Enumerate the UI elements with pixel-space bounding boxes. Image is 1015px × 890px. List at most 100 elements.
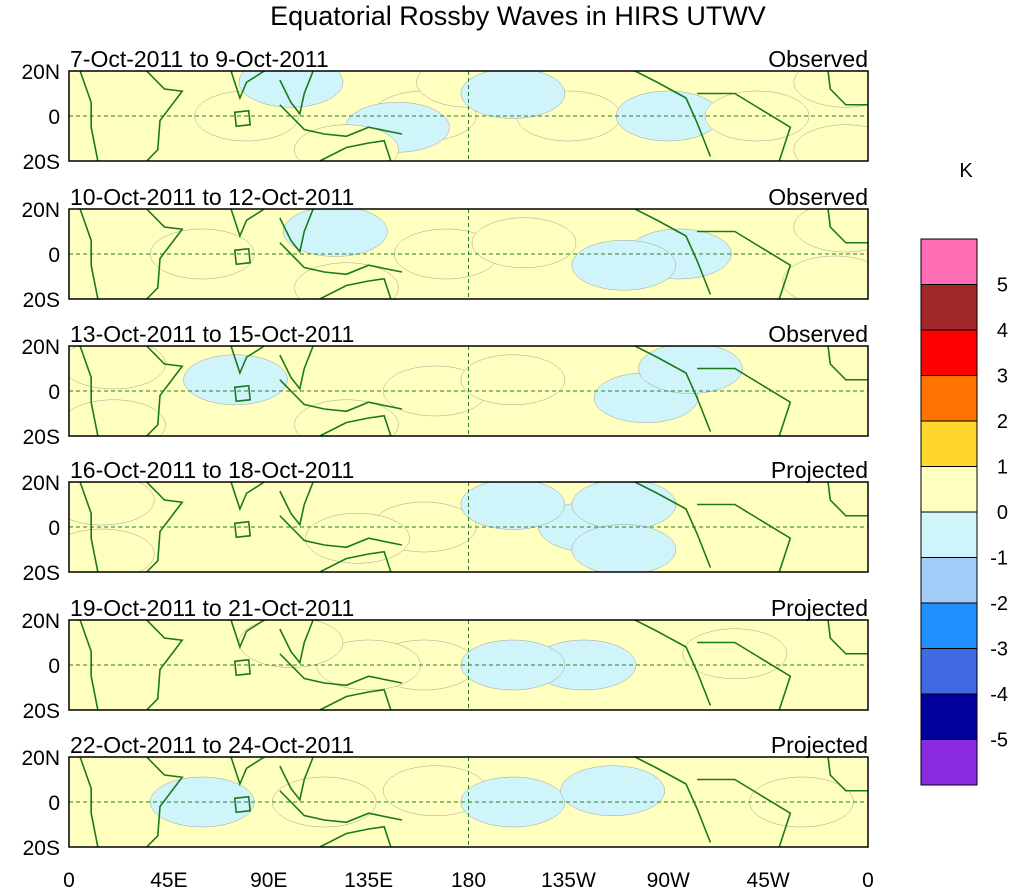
anomaly-contour	[682, 628, 788, 679]
y-tick-label: 20N	[21, 61, 60, 84]
anomaly-contour	[571, 524, 677, 572]
coastline-path	[230, 757, 265, 787]
colorbar-level-label: 5	[997, 275, 1008, 297]
y-tick-label: 0	[48, 244, 60, 267]
coastline-path	[827, 757, 868, 792]
coastline-path	[634, 620, 712, 706]
anomaly-contour	[69, 399, 166, 436]
coastline-path	[79, 209, 99, 299]
colorbar-swatch	[920, 602, 978, 649]
coastline-path	[634, 346, 712, 432]
colorbar-level-label: 1	[997, 457, 1008, 479]
coastline-path	[827, 482, 868, 517]
anomaly-contour	[471, 217, 577, 268]
colorbar-swatch	[920, 648, 978, 695]
x-axis: 0 45E 90E 135E 180 135W 90W 45W 0	[63, 869, 874, 890]
coastline-path	[279, 653, 403, 687]
colorbar: K 5 4 3 2 1 0 -1 -2 -3 -4 -5	[920, 160, 1008, 786]
coastline-path	[279, 104, 403, 138]
panel-date-range: 22-Oct-2011 to 24-Oct-2011	[70, 732, 354, 758]
colorbar-swatch	[920, 557, 978, 604]
coastlines	[79, 482, 868, 572]
y-tick-label: 20S	[23, 289, 60, 312]
colorbar-units: K	[959, 160, 973, 182]
y-tick-label: 0	[48, 655, 60, 678]
colorbar-swatch	[920, 511, 978, 558]
coastlines	[79, 346, 868, 436]
colorbar-swatch	[920, 420, 978, 467]
anomaly-contour	[460, 354, 566, 405]
panel-5: 19-Oct-2011 to 21-Oct-2011 Projected 20N 0 2…	[21, 595, 869, 723]
reference-box	[233, 384, 252, 403]
colorbar-swatch	[920, 238, 978, 285]
coastline-path	[146, 482, 184, 572]
reference-box	[233, 520, 252, 539]
panel-6: 22-Oct-2011 to 24-Oct-2011 Projected 20N 0 2…	[21, 732, 869, 860]
coastline-path	[697, 230, 792, 299]
colorbar-swatch	[920, 375, 978, 422]
coastline-path	[279, 346, 314, 391]
y-tick-label: 20S	[23, 151, 60, 174]
y-tick-label: 20N	[21, 610, 60, 633]
coastline-path	[634, 71, 712, 157]
anomaly-contour	[238, 71, 344, 108]
coastline-path	[827, 209, 868, 244]
coastline-path	[319, 688, 392, 710]
anomaly-contour	[638, 346, 743, 394]
coastline-path	[79, 346, 99, 436]
panel-label: Observed	[768, 184, 868, 210]
anomaly-contour	[782, 255, 868, 299]
reference-box	[233, 247, 252, 266]
coastline-path	[697, 503, 792, 572]
coastline-path	[279, 620, 314, 665]
y-tick-label: 20S	[23, 700, 60, 723]
panel-2: 10-Oct-2011 to 12-Oct-2011 Observed 20N 0 20…	[21, 184, 869, 312]
x-tick-label: 0	[63, 869, 75, 890]
coastline-path	[146, 346, 184, 436]
colorbar-swatch	[920, 693, 978, 740]
x-tick-label: 90W	[647, 869, 690, 890]
reference-box	[233, 658, 252, 677]
panel-label: Projected	[771, 732, 868, 758]
anomaly-contour	[460, 71, 566, 119]
coastline-path	[697, 367, 792, 436]
anomaly-contour	[294, 262, 399, 299]
colorbar-level-label: 4	[997, 320, 1008, 342]
coastline-path	[279, 790, 403, 824]
coastline-path	[319, 414, 392, 436]
anomaly-contour	[183, 354, 288, 405]
panel-frame	[68, 756, 869, 848]
colorbar-level-label: -4	[990, 684, 1008, 706]
panel-label: Observed	[768, 321, 868, 347]
colorbar-swatch	[920, 466, 978, 513]
y-tick-label: 0	[48, 381, 60, 404]
panel-frame	[68, 481, 869, 573]
anomaly-contour	[560, 765, 665, 816]
x-tick-label: 180	[451, 869, 486, 890]
colorbar-level-label: -2	[990, 593, 1008, 615]
coastline-path	[79, 71, 99, 161]
coastline-path	[634, 209, 712, 295]
anomaly-contour	[793, 209, 868, 253]
chart-title: Equatorial Rossby Waves in HIRS UTWV	[270, 1, 766, 31]
x-tick-label: 135E	[344, 869, 393, 890]
panel-date-range: 13-Oct-2011 to 15-Oct-2011	[70, 321, 354, 347]
coastline-path	[279, 71, 314, 116]
coastline-path	[697, 92, 792, 161]
panel-date-range: 10-Oct-2011 to 12-Oct-2011	[70, 184, 354, 210]
coastline-path	[230, 346, 265, 376]
x-tick-label: 45W	[747, 869, 790, 890]
coastline-path	[827, 346, 868, 381]
coastline-path	[319, 277, 392, 299]
panel-frame	[68, 70, 869, 162]
coastline-path	[279, 209, 314, 254]
coastline-path	[697, 641, 792, 710]
panel-3: 13-Oct-2011 to 15-Oct-2011 Observed 20N 0 20…	[21, 321, 869, 449]
anomaly-contour	[571, 482, 677, 530]
coastline-path	[279, 242, 403, 276]
coastline-path	[827, 71, 868, 106]
coastline-path	[146, 209, 184, 299]
anomaly-contour	[294, 399, 399, 436]
panel-frame	[68, 619, 869, 711]
